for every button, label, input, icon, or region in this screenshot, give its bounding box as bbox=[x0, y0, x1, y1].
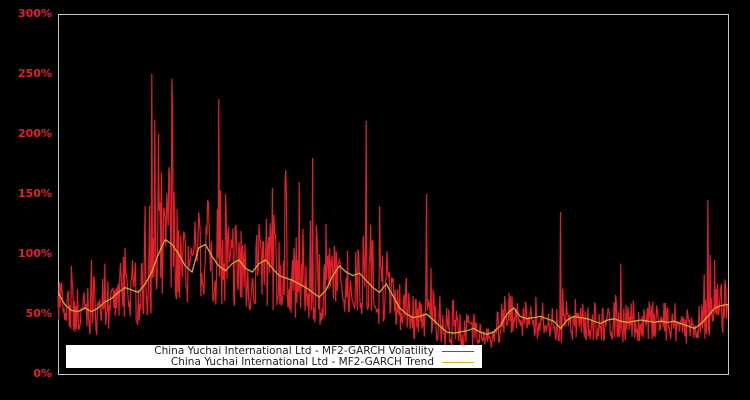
y-tick-label: 100% bbox=[18, 247, 52, 260]
y-tick-label: 200% bbox=[18, 127, 52, 140]
legend-swatch-trend bbox=[442, 361, 474, 363]
legend-label-volatility: China Yuchai International Ltd - MF2-GAR… bbox=[154, 345, 434, 357]
trend-line bbox=[57, 238, 729, 336]
y-tick-label: 150% bbox=[18, 187, 52, 200]
y-tick-label: 50% bbox=[25, 307, 52, 320]
legend: China Yuchai International Ltd - MF2-GAR… bbox=[66, 345, 482, 368]
y-tick-label: 250% bbox=[18, 67, 52, 80]
y-tick-label: 0% bbox=[33, 367, 52, 380]
legend-item-trend: China Yuchai International Ltd - MF2-GAR… bbox=[171, 356, 482, 368]
legend-label-trend: China Yuchai International Ltd - MF2-GAR… bbox=[170, 356, 434, 368]
legend-swatch-volatility bbox=[442, 350, 474, 352]
volatility-line bbox=[57, 73, 729, 350]
y-tick-label: 300% bbox=[18, 7, 52, 20]
series-layer bbox=[57, 73, 729, 350]
legend-item-volatility: China Yuchai International Ltd - MF2-GAR… bbox=[154, 345, 482, 357]
